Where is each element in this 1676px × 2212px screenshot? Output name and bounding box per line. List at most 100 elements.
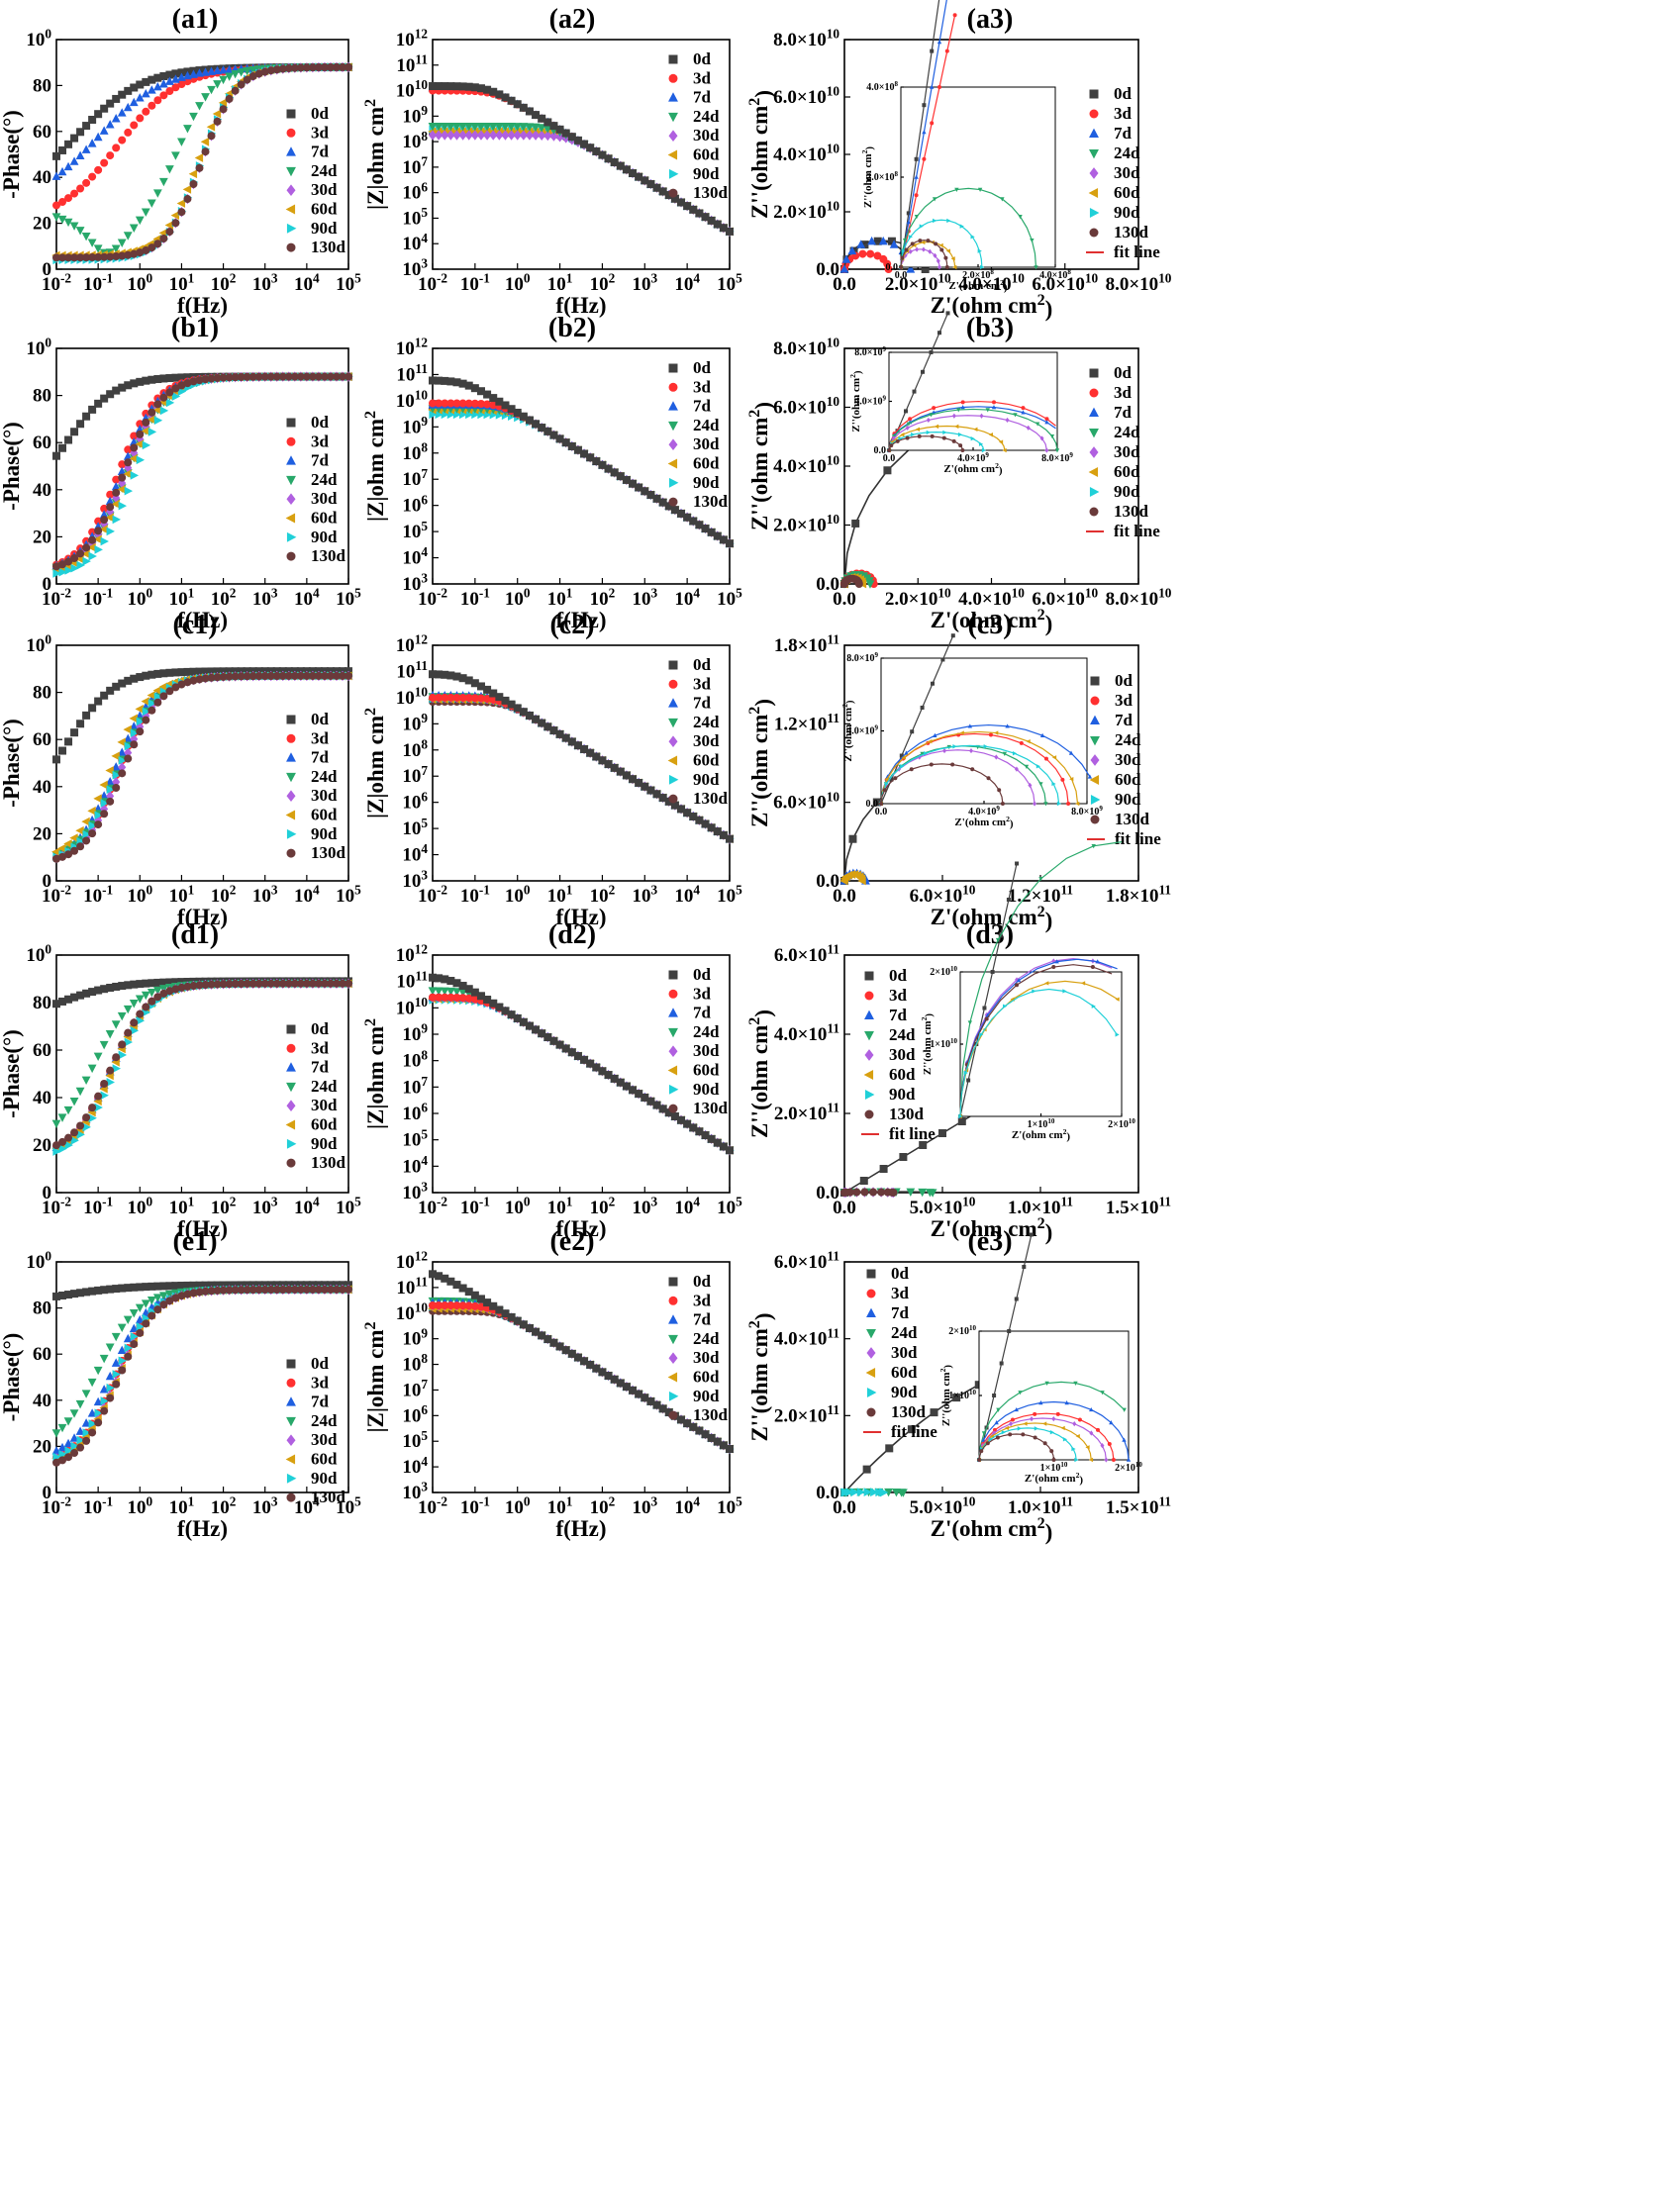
x-tick-label: 104: [294, 1195, 320, 1218]
data-point: [629, 479, 638, 488]
legend-marker: [668, 1008, 678, 1017]
data-point: [932, 406, 937, 411]
data-point: [123, 232, 133, 240]
legend-label: 3d: [693, 68, 712, 87]
data-point: [914, 193, 919, 198]
y-tick-label: 1011: [396, 1275, 428, 1298]
x-tick-label: 100: [505, 271, 531, 295]
data-point: [635, 483, 643, 492]
data-point: [930, 121, 935, 126]
y-tick-label: 1.8×1011: [774, 632, 839, 656]
y-tick-label: 107: [402, 154, 428, 178]
data-point: [130, 432, 139, 440]
y-tick-label: 1011: [396, 658, 428, 682]
legend-marker: [286, 418, 296, 428]
legend-label: 130d: [693, 1099, 729, 1117]
data-point: [446, 130, 455, 141]
data-point: [70, 1128, 79, 1137]
data-point: [1066, 802, 1071, 806]
legend-label: 60d: [311, 509, 338, 528]
legend-label: 130d: [311, 546, 346, 565]
x-tick-label: 102: [211, 586, 237, 610]
data-point: [839, 264, 849, 273]
data-point: [495, 397, 504, 406]
x-tick-label: 101: [547, 271, 573, 295]
data-point: [189, 112, 198, 122]
data-point: [991, 400, 996, 405]
data-point: [93, 244, 103, 253]
data-point: [930, 433, 935, 438]
fit-line: [900, 240, 948, 268]
data-point: [243, 75, 251, 84]
legend-marker: [286, 1024, 296, 1034]
data-point: [141, 427, 149, 435]
data-point: [177, 387, 187, 396]
inset-y-label: Z''(ohm cm2): [920, 1013, 936, 1076]
y-tick-label: 109: [402, 103, 428, 127]
data-point: [130, 121, 139, 130]
legend-label: 24d: [311, 470, 338, 489]
data-point: [586, 144, 595, 152]
data-point: [171, 69, 180, 78]
data-point: [177, 373, 186, 382]
data-point: [248, 72, 257, 81]
inset-plot: 0.0 2.0×108 4.0×1080.02.0×1084.0×108Z'(ohm…: [860, 0, 1071, 294]
fit-line: [900, 219, 983, 268]
data-point: [105, 1030, 115, 1039]
data-point: [142, 77, 150, 86]
data-point: [470, 130, 479, 141]
data-point: [290, 63, 299, 72]
data-point: [882, 788, 887, 793]
data-point: [88, 253, 97, 262]
data-point: [538, 424, 546, 433]
panel-c3: (c3)0.0 6.0×1010 1.2×1011 1.8×10110.06.0×10…: [746, 610, 1171, 932]
series-7d: [428, 82, 735, 236]
data-point: [64, 1133, 73, 1142]
data-point: [320, 62, 329, 71]
panel-title: (b2): [548, 313, 596, 343]
data-point: [129, 224, 139, 233]
data-point: [314, 372, 323, 381]
x-tick-label: 104: [294, 271, 320, 295]
legend-label: 60d: [311, 1115, 338, 1134]
data-point: [76, 420, 85, 429]
data-point: [70, 563, 79, 573]
x-tick-label: 10-1: [460, 883, 490, 907]
y-axis-label: |Z|ohm cm2: [362, 99, 388, 210]
data-point: [314, 63, 323, 72]
y-tick-label: 0.0: [816, 259, 839, 280]
panel-e1: (e1)10-2 10-1 100 101 102 103 104 1050204060801…: [0, 1226, 361, 1541]
data-point: [153, 96, 162, 105]
data-point: [177, 138, 186, 146]
x-tick-label: 101: [547, 586, 573, 610]
y-tick-label: 109: [402, 1021, 428, 1045]
legend-marker: [668, 112, 678, 123]
data-point: [57, 215, 67, 225]
data-point: [970, 767, 975, 772]
data-point: [689, 205, 698, 214]
x-tick-label: 105: [336, 586, 361, 610]
data-point: [494, 123, 504, 132]
data-point: [135, 705, 144, 714]
data-point: [106, 99, 115, 108]
data-point: [592, 457, 601, 466]
x-tick-label: 8.0×1010: [1106, 586, 1172, 610]
data-point: [452, 122, 461, 132]
y-axis-label: Z''(ohm cm2): [746, 699, 776, 827]
data-point: [532, 420, 541, 429]
inset-x-label: Z'(ohm cm2): [943, 461, 1002, 477]
data-point: [918, 239, 923, 243]
data-point: [532, 111, 541, 120]
legend-marker: [864, 971, 874, 981]
legend-label: 90d: [693, 770, 720, 789]
data-point: [470, 122, 480, 132]
data-point: [105, 120, 115, 129]
data-point: [136, 1328, 145, 1337]
legend-marker: [1089, 228, 1099, 238]
x-tick-label: 2×1010: [1108, 1117, 1135, 1130]
y-tick-label: 20: [33, 1135, 51, 1156]
x-tick-label: 100: [505, 1195, 531, 1218]
data-point: [464, 381, 473, 390]
data-point: [165, 374, 174, 383]
